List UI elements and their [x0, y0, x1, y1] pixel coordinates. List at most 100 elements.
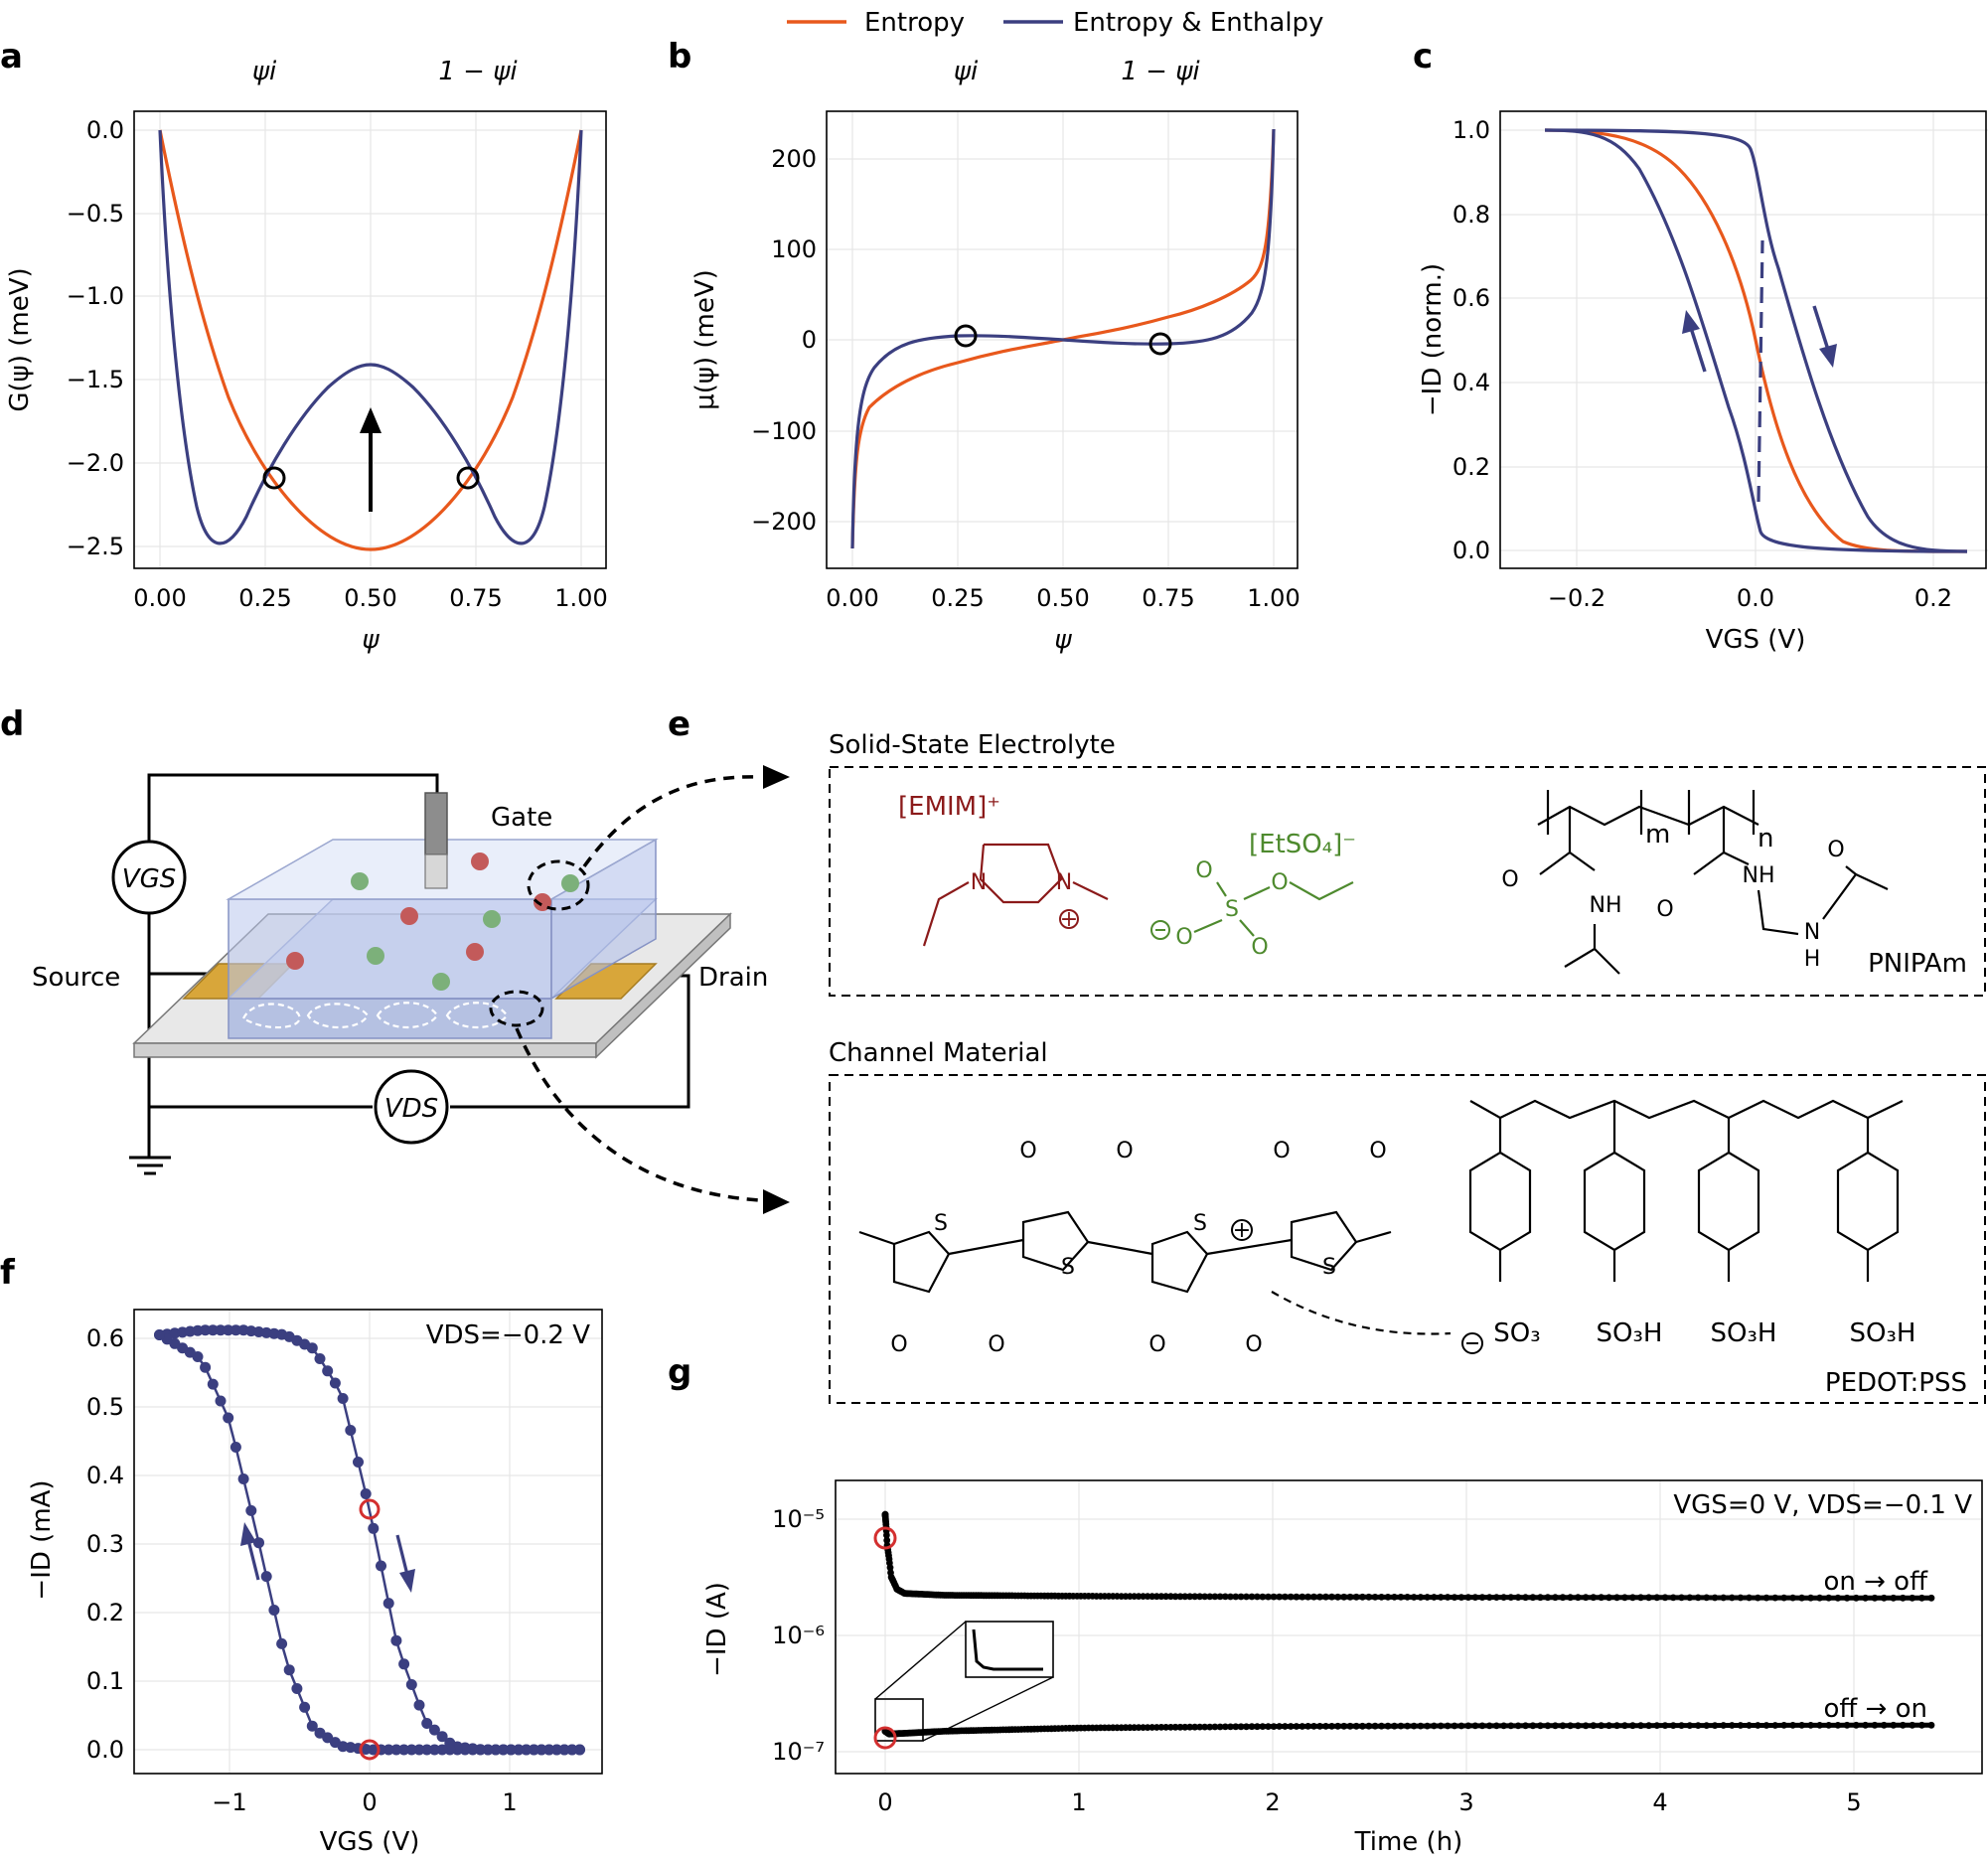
panel-g-data-point	[1485, 1722, 1493, 1730]
panel-g-data-point	[1248, 1593, 1256, 1601]
panel-g-xtick: 0	[877, 1788, 892, 1816]
panel-g-data-point	[1754, 1722, 1761, 1729]
panel-g-data-point	[1451, 1722, 1458, 1730]
panel-f-data-point	[283, 1664, 295, 1676]
panel-g-data-point	[1162, 1593, 1169, 1601]
panel-g-xtick: 1	[1071, 1788, 1086, 1816]
panel-f-arrow-up	[246, 1539, 260, 1581]
panel-g-data-point	[1529, 1722, 1537, 1730]
panel-label-c: c	[1413, 37, 1433, 77]
pnipam-structure: m n O NH O NH N H O PNIPAm	[1501, 790, 1967, 979]
panel-g-data-point	[1621, 1594, 1628, 1602]
panel-g-data-point	[883, 1531, 890, 1539]
panel-a-top-one-minus-psi-i: 1 − ψi	[438, 57, 518, 86]
panel-b-ylabel: μ(ψ) (meV)	[690, 269, 720, 410]
panel-g-data-point	[1316, 1723, 1323, 1730]
pedot-end	[1355, 1230, 1392, 1244]
panel-c-ytick: 0.4	[1453, 369, 1490, 396]
panel-g-data-point	[1574, 1722, 1582, 1730]
panel-g-data-point	[1507, 1722, 1515, 1730]
panel-f-data-point	[291, 1683, 303, 1694]
panel-g-data-point	[1754, 1594, 1761, 1602]
panel-g-data-point	[1544, 1594, 1552, 1602]
pnipam-subscript-m: m	[1645, 820, 1670, 850]
panel-g-data-point	[1825, 1594, 1833, 1602]
pss-so3-anion: SO₃	[1493, 1318, 1540, 1348]
panel-g-ytick: 10⁻⁵	[772, 1505, 825, 1533]
panel-f-data-point	[528, 1744, 539, 1756]
panel-g-data-point	[1711, 1722, 1719, 1729]
panel-a-marker-left	[262, 466, 286, 490]
panel-d-ion-green	[561, 874, 579, 892]
panel-g-data-point	[1613, 1722, 1620, 1730]
panel-g-data-point	[1391, 1722, 1398, 1730]
panel-g-data-point	[1686, 1594, 1694, 1602]
pnipam-nh: NH	[1590, 893, 1622, 918]
panel-f-data-point	[223, 1324, 234, 1336]
panel-g-data-point	[1880, 1594, 1888, 1602]
panel-g-data-point	[1232, 1593, 1240, 1601]
panel-g-data-point	[1171, 1593, 1179, 1601]
panel-a-xtick: 0.50	[344, 584, 396, 612]
panel-f-xtick: 1	[502, 1788, 517, 1816]
panel-d-channel-callout	[489, 990, 544, 1027]
panel-b-marker-right	[1148, 332, 1172, 356]
pnipam-label: PNIPAm	[1868, 949, 1967, 979]
panel-g-data-point	[1328, 1593, 1335, 1601]
panel-g-data-point	[1384, 1722, 1392, 1730]
pedot-plus-glyph: +	[1233, 1218, 1251, 1243]
panel-g-data-point	[1365, 1593, 1373, 1601]
panel-e-chemistry: Solid-State Electrolyte Channel Material…	[829, 730, 1986, 1404]
panel-a-ticks: 0.00 0.25 0.50 0.75 1.00 0.0 −0.5 −1.0 −…	[67, 116, 608, 612]
panel-g-data-point	[1299, 1723, 1306, 1730]
panel-g-data-point	[1816, 1594, 1823, 1602]
panel-f-data-point	[444, 1744, 456, 1756]
panel-g-data-point	[1371, 1722, 1379, 1730]
panel-g-data-point	[1359, 1593, 1366, 1601]
panel-g-data-point	[1201, 1593, 1209, 1601]
etso4-label: [EtSO₄]⁻	[1249, 830, 1356, 859]
panel-a-frame	[133, 110, 607, 569]
panel-g-data-point	[1862, 1721, 1869, 1729]
panel-g-data-point	[1181, 1723, 1189, 1731]
pnipam-n3: N	[1804, 920, 1820, 945]
panel-d-channel-domains	[241, 1002, 509, 1029]
panel-f-data-point	[268, 1605, 280, 1616]
panel-c-ticks: −0.2 0.0 0.2 1.0 0.8 0.6 0.4 0.2 0.0	[1453, 116, 1952, 612]
panel-g-data-point	[1457, 1722, 1465, 1730]
legend-both-label: Entropy & Enthalpy	[1073, 8, 1323, 38]
panel-d-ion-green	[483, 910, 501, 928]
panel-f-data-point	[405, 1679, 417, 1690]
panel-g-data-point	[1500, 1594, 1507, 1601]
panel-d-drain-label: Drain	[698, 963, 768, 993]
panel-g-data-point	[1606, 1722, 1612, 1730]
panel-a-arrow-head	[360, 407, 382, 433]
etso4-o-minus: O	[1175, 925, 1192, 950]
panel-g-data-point	[1661, 1722, 1669, 1729]
panel-g-data-point	[1248, 1723, 1256, 1731]
panel-g-data-point	[1927, 1594, 1935, 1602]
panel-g-data-point	[1737, 1722, 1745, 1729]
pss-so3h: SO₃H	[1597, 1318, 1663, 1348]
panel-b-enthalpy-curve	[850, 128, 1276, 549]
panel-f-data-point	[398, 1744, 410, 1756]
panel-a-xtick: 1.00	[554, 584, 607, 612]
panel-b-xtick: 0.25	[931, 584, 984, 612]
panel-g-data-point	[1237, 1723, 1245, 1731]
panel-c-xtick: 0.0	[1737, 584, 1774, 612]
panel-g-data-point	[1216, 1593, 1224, 1601]
panel-b-ytick: 0	[802, 326, 817, 354]
pedot-pss-label: PEDOT:PSS	[1825, 1368, 1967, 1398]
panel-b-ytick: −100	[751, 417, 817, 445]
pedot-o-1b: O	[988, 1332, 1004, 1357]
panel-a-grid	[134, 111, 606, 568]
panel-g-data-point	[1728, 1594, 1736, 1602]
panel-g-data-point	[1437, 1594, 1445, 1601]
panel-f-data-point	[207, 1378, 219, 1390]
panel-f-data-point	[345, 1425, 357, 1436]
pnipam-acetyl	[1845, 865, 1857, 875]
panel-f-ticks: −1 0 1 0.6 0.5 0.4 0.3 0.2 0.1 0.0	[86, 1324, 518, 1816]
panel-g-data-point	[1276, 1723, 1284, 1730]
panel-g-data-point	[1780, 1594, 1788, 1602]
panel-g-data-point	[1686, 1722, 1694, 1729]
